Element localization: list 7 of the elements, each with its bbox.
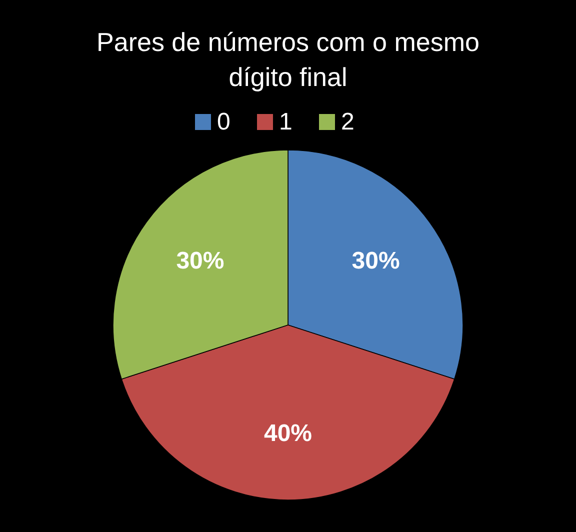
data-label: 30% [352,248,400,275]
legend-label: 1 [279,108,292,136]
legend-label: 0 [217,108,230,136]
data-label: 40% [264,420,312,447]
data-label: 30% [176,248,224,275]
legend-label: 2 [341,108,354,136]
chart-title: Pares de números com o mesmo dígito final [96,27,480,92]
